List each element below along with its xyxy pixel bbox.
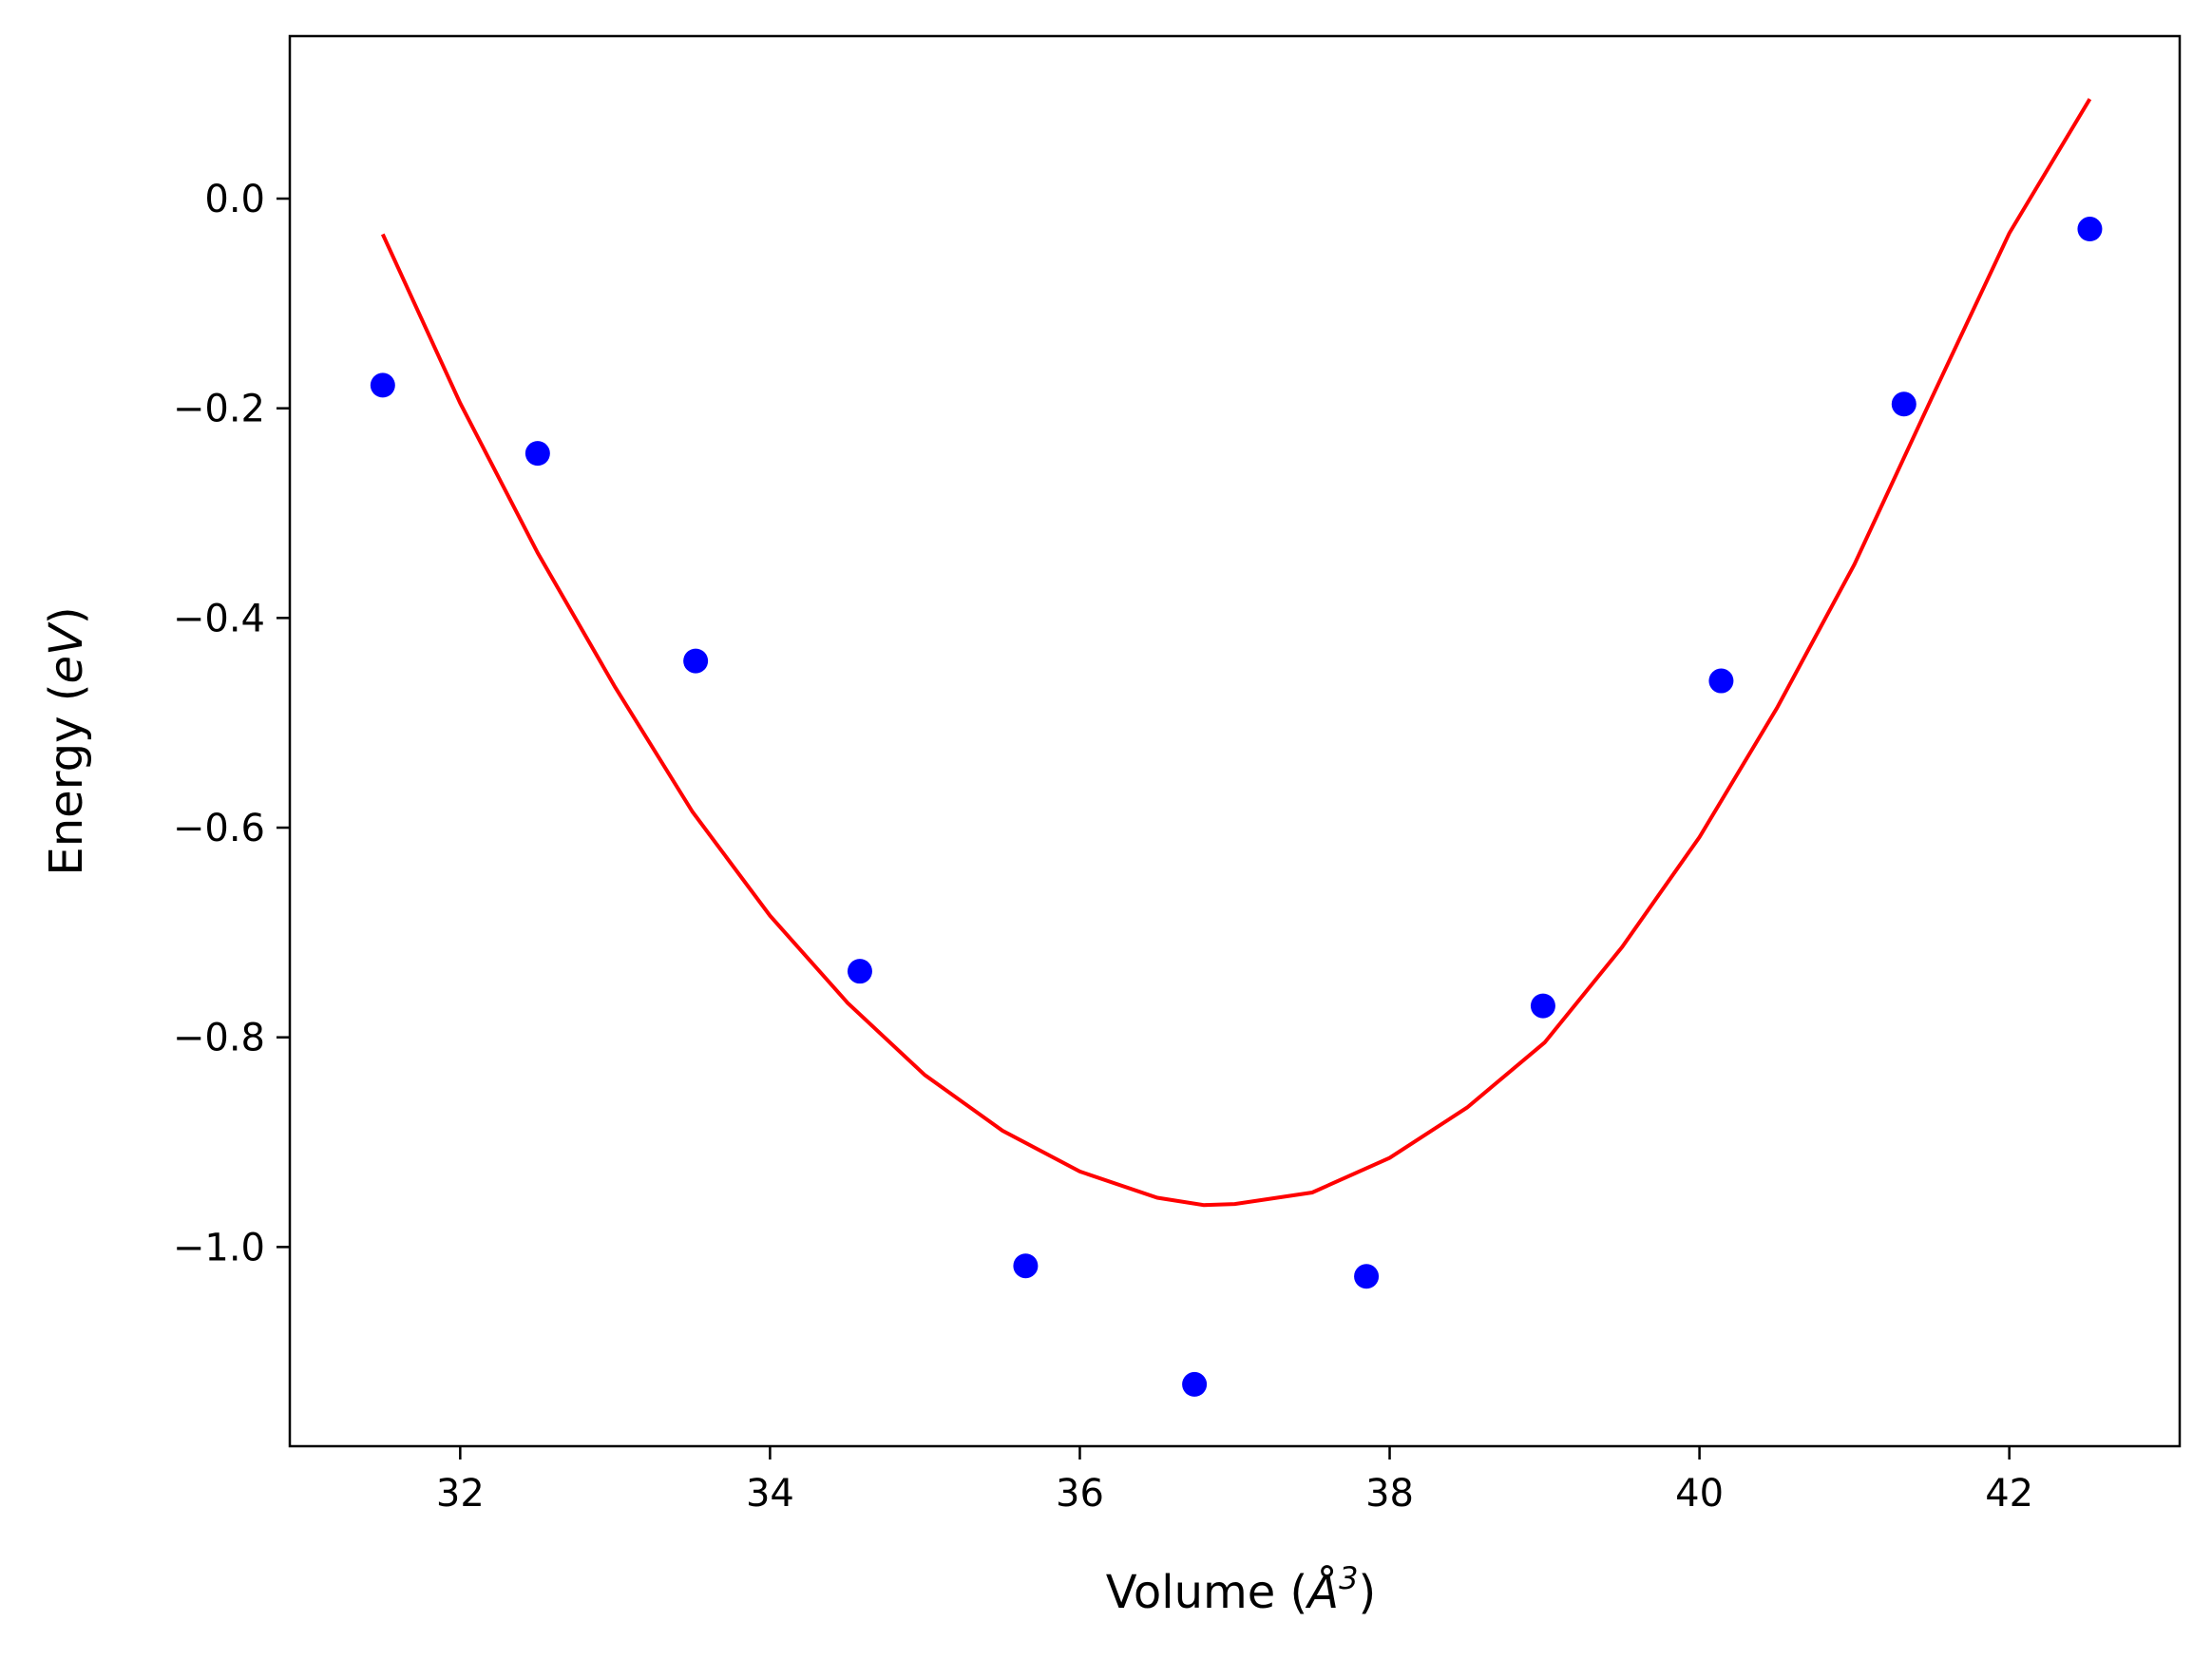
data-point (370, 372, 395, 398)
y-tick-label: −0.2 (173, 388, 265, 431)
data-points (370, 217, 2103, 1397)
data-point (1708, 668, 1734, 694)
data-point (847, 959, 872, 984)
y-axis-label-text: Energy ( (40, 684, 93, 876)
x-tick-label: 38 (1365, 1472, 1414, 1516)
x-tick-label: 40 (1675, 1472, 1724, 1516)
x-tick-label: 36 (1056, 1472, 1104, 1516)
data-point (683, 648, 709, 674)
x-axis-label-text: Volume ( (1106, 1566, 1308, 1619)
data-point (1182, 1371, 1208, 1397)
y-axis-label: Energy (eV) (40, 606, 93, 875)
x-tick-label: 32 (436, 1472, 485, 1516)
y-axis-label-close: ) (40, 606, 93, 624)
fit-curve (380, 98, 2092, 1208)
y-tick-label: 0.0 (204, 178, 265, 221)
data-point (524, 441, 550, 467)
x-axis-label-symbol: Å (1305, 1565, 1339, 1619)
data-point (1354, 1264, 1380, 1289)
x-axis-label-superscript: 3 (1339, 1560, 1358, 1596)
y-tick-label: −0.6 (173, 807, 265, 850)
x-axis-label-close: ) (1358, 1566, 1376, 1619)
axes-frame (288, 34, 2182, 1448)
y-tick-label: −0.4 (173, 597, 265, 640)
y-axis-ticks: 0.0 −0.2 −0.4 −0.6 −0.8 −1.0 (173, 178, 290, 1269)
data-point (1891, 391, 1916, 417)
x-tick-label: 42 (1985, 1472, 2033, 1516)
data-point (1013, 1253, 1039, 1279)
y-tick-label: −1.0 (173, 1226, 265, 1269)
y-axis-label-unit: eV (40, 621, 93, 684)
plot-area (370, 98, 2103, 1397)
x-axis-label: Volume (Å3) (1106, 1560, 1376, 1619)
data-point (1530, 993, 1555, 1019)
x-tick-label: 34 (746, 1472, 794, 1516)
data-point (2077, 217, 2103, 242)
y-tick-label: −0.8 (173, 1017, 265, 1060)
x-axis-ticks: 32 34 36 38 40 42 (436, 1446, 2033, 1516)
